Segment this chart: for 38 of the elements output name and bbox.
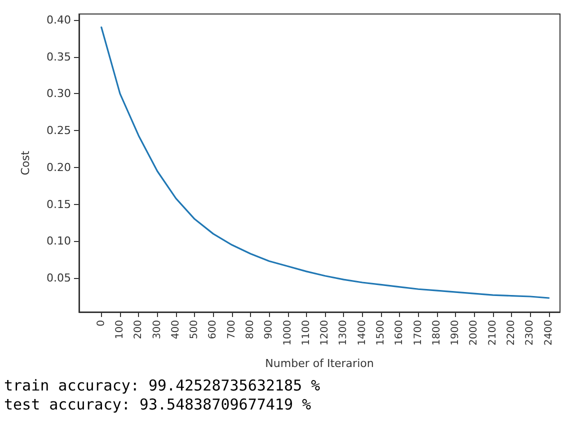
x-tick-label: 1900	[450, 320, 462, 346]
x-tick-label: 700	[226, 320, 238, 340]
x-tick-label: 2400	[543, 320, 554, 346]
x-tick-label: 500	[189, 320, 200, 340]
y-axis-title: Cost	[19, 150, 32, 176]
text: test accuracy: 93.54838709677419 %	[4, 396, 312, 414]
x-tick-label: 400	[170, 320, 182, 340]
x-tick-label: 600	[208, 320, 219, 340]
y-tick-label: 0.20	[46, 160, 71, 174]
x-tick-label: 1200	[320, 320, 331, 346]
x-tick-label: 0	[96, 320, 107, 326]
x-tick-label: 1500	[376, 320, 387, 346]
x-tick-label: 2000	[468, 320, 480, 346]
x-tick-label: 900	[264, 320, 275, 340]
x-tick-label: 800	[245, 320, 256, 340]
line-series	[100, 26, 550, 299]
y-tick-label: 0.40	[46, 13, 71, 26]
x-tick-label: 100	[114, 320, 126, 340]
y-tick-label: 0.10	[46, 234, 71, 248]
x-tick-label: 1800	[431, 320, 442, 346]
x-tick-label: 300	[152, 320, 163, 340]
x-tick-label: 2200	[506, 320, 518, 346]
x-tick-label: 200	[133, 320, 144, 340]
x-tick-label: 1000	[282, 320, 294, 346]
y-tick-label: 0.25	[46, 124, 71, 138]
y-tick-label: 0.15	[46, 198, 71, 211]
x-tick-label: 1400	[356, 320, 368, 346]
x-tick-label: 1100	[300, 320, 312, 346]
x-tick-label: 1300	[338, 320, 350, 346]
x-tick-label: 1600	[394, 320, 406, 346]
y-tick-label: 0.05	[46, 272, 71, 285]
x-tick-label: 2100	[487, 320, 498, 346]
x-tick-label: 1700	[412, 320, 424, 346]
text: train accuracy: 99.42528735632185 %	[4, 376, 320, 394]
y-tick-label: 0.35	[46, 50, 71, 64]
x-axis-title: Number of Iterarion	[265, 357, 374, 370]
x-tick-label: 2300	[524, 320, 536, 346]
y-tick-label: 0.30	[46, 87, 71, 100]
